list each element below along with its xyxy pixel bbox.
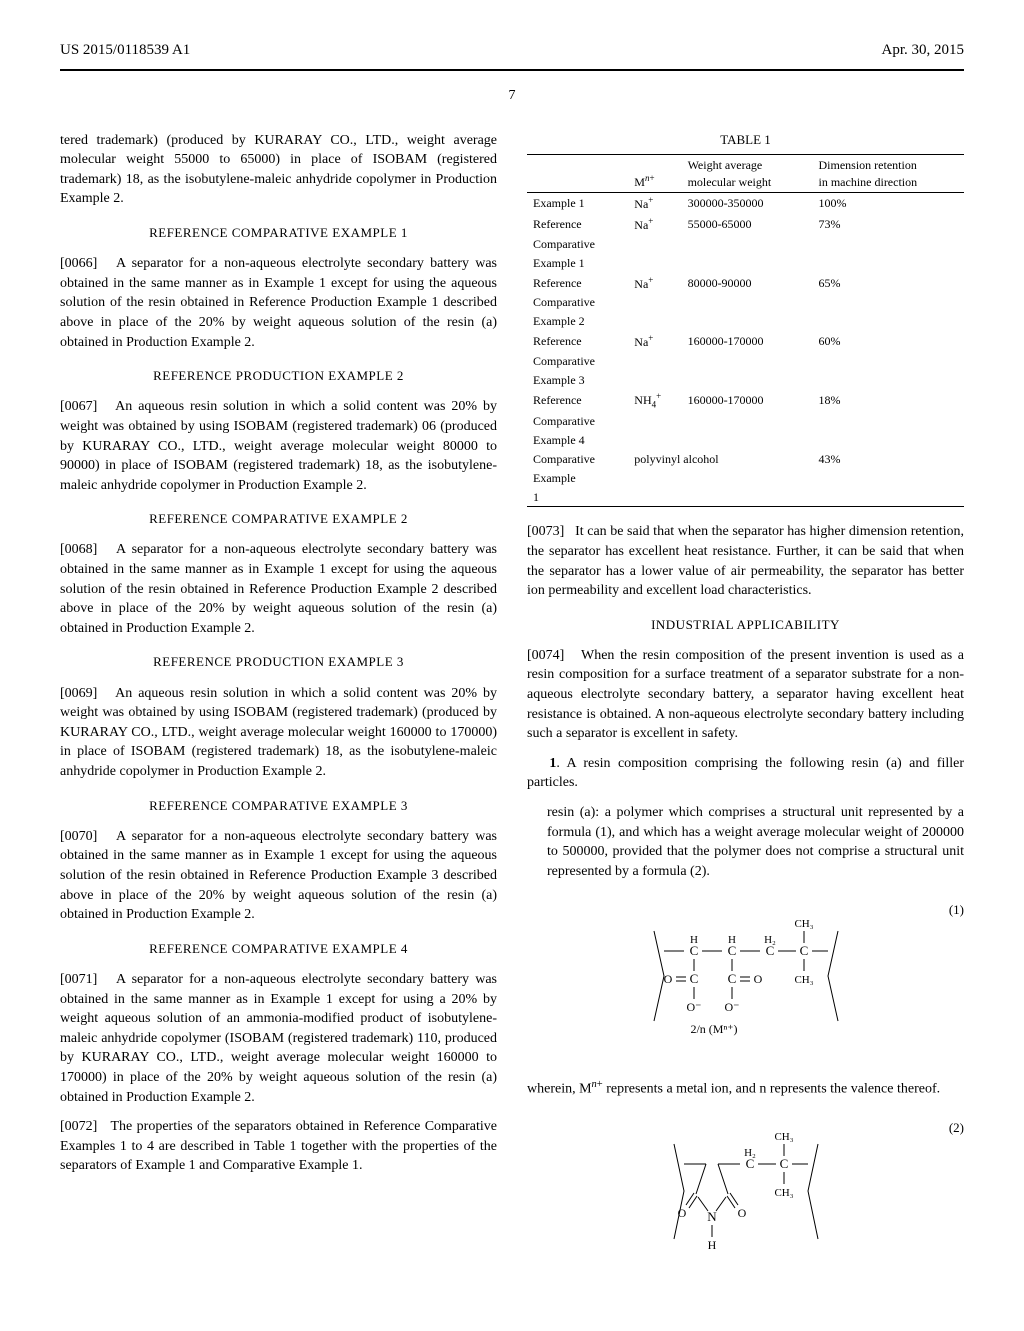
claim-1: 1. 1. A resin composition comprising the… — [527, 754, 964, 793]
paragraph-continuation: tered trademark) (produced by KURARAY CO… — [60, 131, 497, 209]
paragraph-0070: [0070] A separator for a non-aqueous ele… — [60, 827, 497, 925]
two-column-layout: tered trademark) (produced by KURARAY CO… — [60, 131, 964, 1291]
table-header: Mn+ — [628, 154, 681, 193]
svg-text:C: C — [689, 943, 698, 958]
svg-text:C: C — [727, 971, 736, 986]
paragraph-0067: [0067] An aqueous resin solution in whic… — [60, 397, 497, 495]
svg-text:C: C — [727, 943, 736, 958]
heading-ref-prod-ex-3: REFERENCE PRODUCTION EXAMPLE 3 — [60, 653, 497, 671]
table-row: Comparativepolyvinyl alcohol43% — [527, 450, 964, 469]
svg-text:C: C — [765, 943, 774, 958]
heading-ref-comp-ex-3: REFERENCE COMPARATIVE EXAMPLE 3 — [60, 797, 497, 815]
svg-text:N: N — [707, 1209, 717, 1224]
para-num: [0070] — [60, 829, 97, 844]
table-row: Example 2 — [527, 312, 964, 331]
left-column: tered trademark) (produced by KURARAY CO… — [60, 131, 497, 1291]
svg-text:C: C — [689, 971, 698, 986]
publication-date: Apr. 30, 2015 — [882, 40, 965, 61]
table-row: Example — [527, 469, 964, 488]
table-row: Example 1 — [527, 254, 964, 273]
paragraph-0072: [0072] The properties of the separators … — [60, 1117, 497, 1176]
svg-text:CH₃: CH₃ — [794, 918, 813, 930]
para-num: [0069] — [60, 686, 97, 701]
svg-text:O: O — [753, 972, 762, 986]
table-header: Dimension retentionin machine direction — [813, 154, 965, 193]
heading-ref-comp-ex-2: REFERENCE COMPARATIVE EXAMPLE 2 — [60, 510, 497, 528]
heading-industrial-applicability: INDUSTRIAL APPLICABILITY — [527, 616, 964, 634]
para-body: It can be said that when the separator h… — [527, 524, 964, 598]
table-row: ReferenceNa+80000-9000065% — [527, 273, 964, 294]
table-row: ReferenceNH4+160000-17000018% — [527, 389, 964, 412]
paragraph-0073: [0073] It can be said that when the sepa… — [527, 522, 964, 600]
svg-text:O⁻: O⁻ — [686, 1000, 701, 1014]
formula-1: (1) H C H C H₂ C C CH₃ C — [527, 901, 964, 1058]
table-row: 1 — [527, 488, 964, 507]
para-body: A separator for a non-aqueous electrolyt… — [60, 256, 497, 349]
page-header: US 2015/0118539 A1 Apr. 30, 2015 — [60, 40, 964, 61]
svg-text:C: C — [745, 1156, 754, 1171]
paragraph-0066: [0066] A separator for a non-aqueous ele… — [60, 254, 497, 352]
para-body: An aqueous resin solution in which a sol… — [60, 399, 497, 492]
table-1: Mn+ Weight averagemolecular weight Dimen… — [527, 154, 964, 508]
para-num: [0068] — [60, 542, 97, 557]
svg-text:CH₃: CH₃ — [774, 1131, 793, 1143]
para-num: [0073] — [527, 524, 564, 539]
table-row: Example 1Na+300000-350000100% — [527, 193, 964, 214]
para-body: A separator for a non-aqueous electrolyt… — [60, 972, 497, 1105]
para-num: [0074] — [527, 648, 564, 663]
paragraph-0071: [0071] A separator for a non-aqueous ele… — [60, 970, 497, 1107]
table-row: Example 3 — [527, 371, 964, 390]
para-num: [0071] — [60, 972, 97, 987]
formula-1-wherein: wherein, Mn+ represents a metal ion, and… — [527, 1078, 964, 1099]
svg-text:C: C — [799, 943, 808, 958]
table-row: Comparative — [527, 352, 964, 371]
table-row: ReferenceNa+160000-17000060% — [527, 331, 964, 352]
formula-2-label: (2) — [949, 1119, 964, 1137]
heading-ref-prod-ex-2: REFERENCE PRODUCTION EXAMPLE 2 — [60, 367, 497, 385]
table-row: Comparative — [527, 235, 964, 254]
paragraph-0068: [0068] A separator for a non-aqueous ele… — [60, 540, 497, 638]
svg-text:CH₃: CH₃ — [774, 1187, 793, 1199]
formula-2: (2) H₂ C C CH₃ CH₃ O — [527, 1119, 964, 1271]
formula-1-caption: 2/n (Mⁿ⁺) — [690, 1022, 737, 1036]
table-row: Comparative — [527, 412, 964, 431]
para-num: [0066] — [60, 256, 97, 271]
table-header — [527, 154, 628, 193]
paragraph-0074: [0074] When the resin composition of the… — [527, 646, 964, 744]
table-row: Example 4 — [527, 431, 964, 450]
table-row: Comparative — [527, 293, 964, 312]
svg-text:O: O — [737, 1206, 746, 1220]
para-body: An aqueous resin solution in which a sol… — [60, 686, 497, 779]
para-num: [0067] — [60, 399, 97, 414]
formula-1-label: (1) — [949, 901, 964, 919]
paragraph-0069: [0069] An aqueous resin solution in whic… — [60, 684, 497, 782]
heading-ref-comp-ex-1: REFERENCE COMPARATIVE EXAMPLE 1 — [60, 224, 497, 242]
table-body: Example 1Na+300000-350000100%ReferenceNa… — [527, 193, 964, 507]
publication-number: US 2015/0118539 A1 — [60, 40, 190, 61]
right-column: TABLE 1 Mn+ Weight averagemolecular weig… — [527, 131, 964, 1291]
table-header: Weight averagemolecular weight — [682, 154, 813, 193]
table-row: ReferenceNa+55000-6500073% — [527, 214, 964, 235]
formula-2-structure: H₂ C C CH₃ CH₃ O O N — [646, 1119, 846, 1264]
table-1-caption: TABLE 1 — [527, 131, 964, 149]
svg-text:O: O — [677, 1206, 686, 1220]
svg-text:O: O — [663, 972, 672, 986]
para-body: A separator for a non-aqueous electrolyt… — [60, 829, 497, 922]
para-num: [0072] — [60, 1119, 97, 1134]
para-body: The properties of the separators obtaine… — [60, 1119, 497, 1173]
svg-text:O⁻: O⁻ — [724, 1000, 739, 1014]
svg-text:H: H — [707, 1238, 716, 1252]
claim-1-sub: resin (a): a polymer which comprises a s… — [527, 803, 964, 881]
page-number: 7 — [60, 86, 964, 106]
heading-ref-comp-ex-4: REFERENCE COMPARATIVE EXAMPLE 4 — [60, 940, 497, 958]
header-rule — [60, 69, 964, 71]
para-body: When the resin composition of the presen… — [527, 648, 964, 741]
svg-text:C: C — [779, 1156, 788, 1171]
para-body: A separator for a non-aqueous electrolyt… — [60, 542, 497, 635]
svg-text:CH₃: CH₃ — [794, 974, 813, 986]
formula-1-structure: H C H C H₂ C C CH₃ C O C — [636, 901, 856, 1051]
